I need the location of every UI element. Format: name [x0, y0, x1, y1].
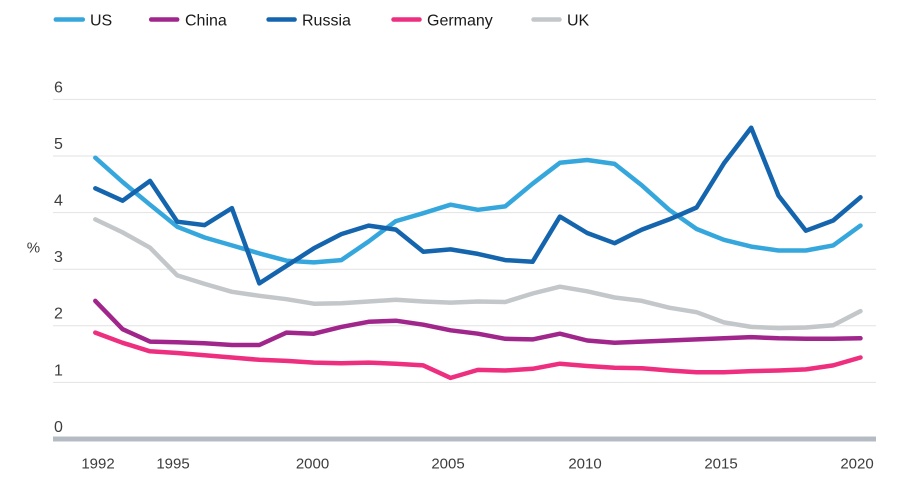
- svg-text:2020: 2020: [840, 455, 873, 472]
- svg-text:1: 1: [54, 362, 63, 379]
- svg-text:UK: UK: [567, 13, 590, 30]
- svg-text:US: US: [90, 13, 112, 30]
- svg-text:4: 4: [54, 193, 63, 210]
- svg-text:2: 2: [54, 306, 63, 323]
- svg-text:1995: 1995: [156, 455, 189, 472]
- svg-text:1992: 1992: [81, 455, 114, 472]
- svg-text:%: %: [27, 239, 40, 256]
- svg-text:5: 5: [54, 136, 63, 153]
- svg-text:0: 0: [54, 419, 63, 436]
- svg-text:6: 6: [54, 79, 63, 96]
- svg-text:2010: 2010: [568, 455, 601, 472]
- svg-text:2000: 2000: [296, 455, 329, 472]
- svg-text:Russia: Russia: [302, 13, 351, 30]
- svg-text:2015: 2015: [704, 455, 737, 472]
- svg-text:3: 3: [54, 249, 63, 266]
- svg-text:2005: 2005: [431, 455, 464, 472]
- svg-text:Germany: Germany: [427, 13, 493, 30]
- svg-text:China: China: [185, 13, 227, 30]
